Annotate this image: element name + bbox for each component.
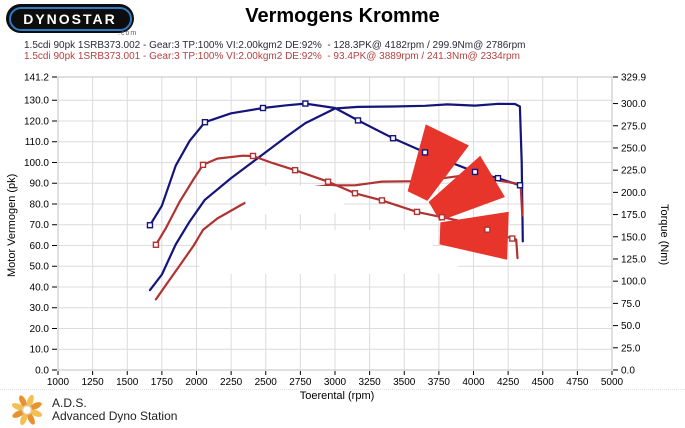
- svg-text:4500: 4500: [532, 377, 555, 388]
- x-axis-label: Toerental (rpm): [299, 390, 375, 402]
- svg-text:25.0: 25.0: [621, 343, 641, 354]
- ads-full-name: Advanced Dyno Station: [52, 409, 178, 423]
- svg-text:100.0: 100.0: [24, 158, 49, 169]
- svg-text:75.0: 75.0: [621, 299, 641, 310]
- svg-text:125.0: 125.0: [621, 254, 646, 265]
- svg-text:50.0: 50.0: [30, 262, 50, 273]
- svg-text:4750: 4750: [566, 377, 589, 388]
- svg-text:130.0: 130.0: [24, 96, 49, 107]
- dynostar-logo: DYNOSTAR: [6, 4, 134, 33]
- svg-text:4000: 4000: [462, 377, 485, 388]
- svg-text:80.0: 80.0: [30, 199, 50, 210]
- svg-text:30.0: 30.0: [30, 303, 50, 314]
- svg-text:70.0: 70.0: [30, 220, 50, 231]
- svg-text:1250: 1250: [82, 377, 105, 388]
- svg-text:2250: 2250: [220, 377, 243, 388]
- svg-text:120.0: 120.0: [24, 116, 49, 127]
- svg-text:141.2: 141.2: [24, 73, 49, 84]
- svg-text:2000: 2000: [185, 377, 208, 388]
- dynostar-logo-domain-suffix: .com: [118, 30, 138, 37]
- svg-text:0.0: 0.0: [621, 366, 635, 377]
- chart-title: Vermogens Kromme: [245, 5, 440, 27]
- svg-text:4250: 4250: [497, 377, 520, 388]
- svg-text:1500: 1500: [116, 377, 139, 388]
- svg-text:275.0: 275.0: [621, 121, 646, 132]
- y-axis-label-left: Motor Vermogen (pk): [6, 173, 18, 277]
- svg-text:3000: 3000: [324, 377, 347, 388]
- svg-text:200.0: 200.0: [621, 188, 646, 199]
- svg-text:10.0: 10.0: [30, 345, 50, 356]
- svg-text:110.0: 110.0: [25, 137, 50, 148]
- svg-text:1750: 1750: [151, 377, 174, 388]
- svg-text:40.0: 40.0: [30, 282, 50, 293]
- svg-text:2500: 2500: [255, 377, 278, 388]
- svg-text:90.0: 90.0: [30, 179, 50, 190]
- svg-text:1000: 1000: [47, 377, 70, 388]
- ads-footer: A.D.S. Advanced Dyno Station: [10, 393, 177, 427]
- svg-text:5000: 5000: [601, 377, 624, 388]
- svg-text:3750: 3750: [428, 377, 451, 388]
- svg-text:2750: 2750: [289, 377, 312, 388]
- svg-text:20.0: 20.0: [30, 324, 50, 335]
- ads-swirl-icon: [11, 394, 43, 426]
- legend-run-001: 1.5cdi 90pk 1SRB373.001 - Gear:3 TP:100%…: [24, 51, 520, 62]
- footer-divider: [0, 389, 685, 390]
- legend-run-002: 1.5cdi 90pk 1SRB373.002 - Gear:3 TP:100%…: [24, 40, 526, 51]
- svg-text:300.0: 300.0: [621, 99, 646, 110]
- svg-text:100.0: 100.0: [621, 277, 646, 288]
- dynostar-logo-text: DYNOSTAR: [23, 10, 117, 27]
- ads-abbreviation: A.D.S.: [52, 396, 87, 410]
- svg-text:3250: 3250: [359, 377, 382, 388]
- svg-text:250.0: 250.0: [621, 143, 646, 154]
- dynostar-logo-ring: DYNOSTAR: [8, 6, 132, 31]
- svg-text:150.0: 150.0: [621, 232, 646, 243]
- y-axis-label-right: Torque (Nm): [658, 204, 670, 266]
- svg-text:329.9: 329.9: [621, 73, 646, 84]
- svg-text:0.0: 0.0: [35, 366, 49, 377]
- svg-text:60.0: 60.0: [30, 241, 50, 252]
- svg-text:175.0: 175.0: [621, 210, 646, 221]
- svg-text:225.0: 225.0: [621, 166, 646, 177]
- svg-text:3500: 3500: [393, 377, 416, 388]
- svg-text:50.0: 50.0: [621, 321, 641, 332]
